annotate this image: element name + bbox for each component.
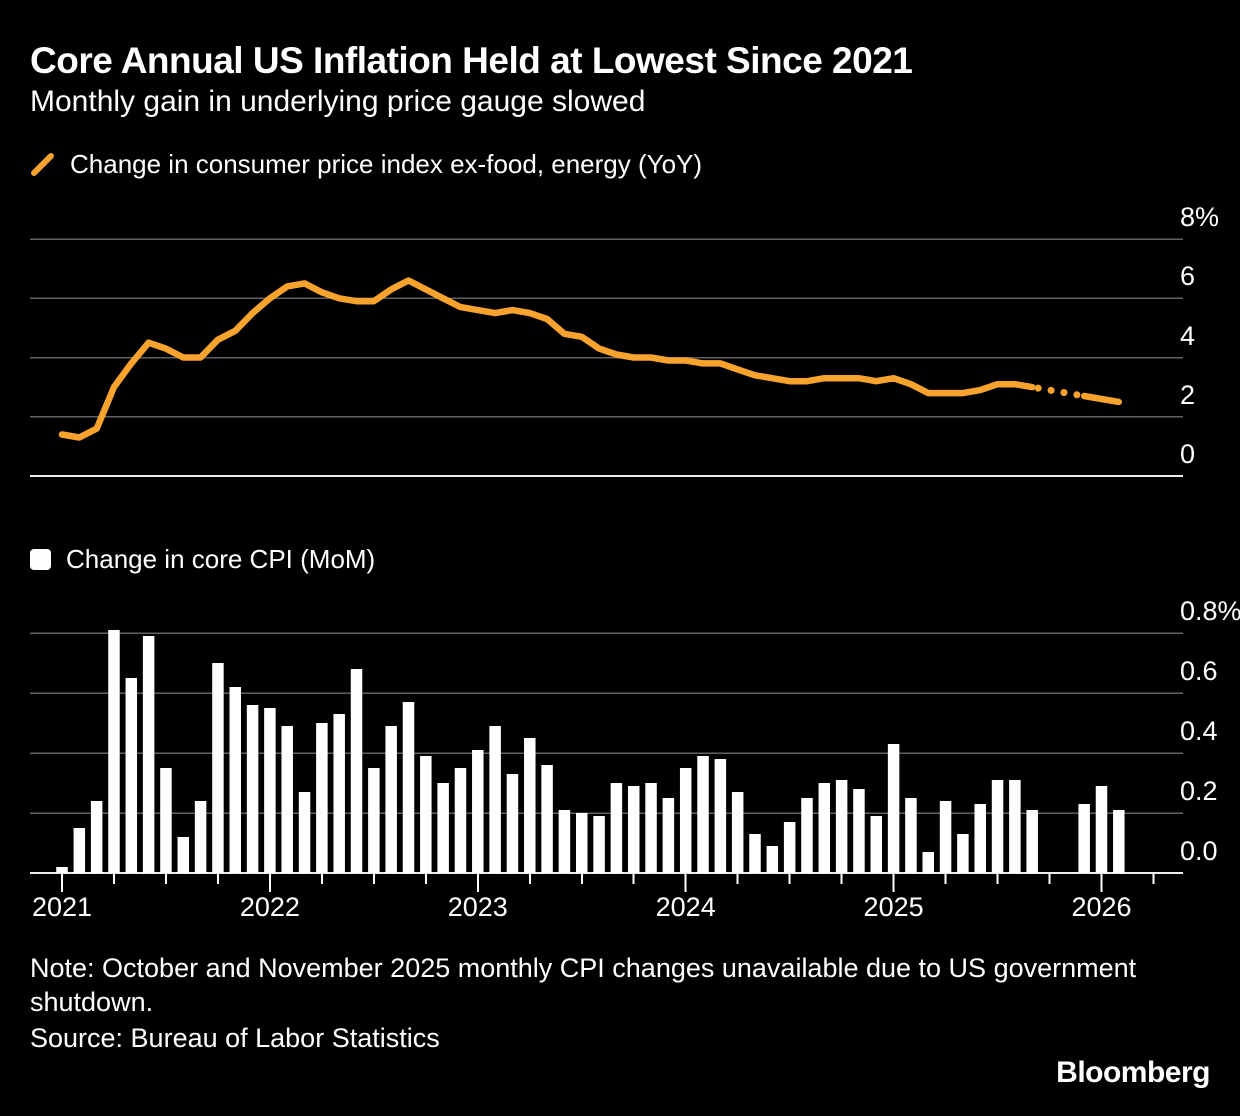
bar-mom [90,801,103,873]
y-tick-label: 6 [1180,261,1196,292]
bar-mom [246,705,259,873]
bar-mom [1078,804,1090,873]
y-tick-label: 4 [1180,320,1196,351]
bar-mom [801,798,813,873]
year-label: 2026 [1071,892,1132,922]
bar-mom [593,816,605,873]
bar-mom [281,726,293,873]
bar-mom [333,714,345,873]
bar-mom [298,792,311,873]
year-label: 2023 [447,892,508,922]
bar-mom [939,801,952,873]
bar-mom [679,768,692,873]
bar-mom [731,792,744,873]
bar-mom [749,834,761,873]
yoy-line [58,277,1036,441]
bar-mom [576,813,588,873]
bar-mom [783,822,796,873]
y-tick-label: 0.6 [1180,656,1218,686]
bar-mom [316,723,328,873]
bar-mom [1113,810,1125,873]
bar-mom [472,750,484,873]
bar-mom [610,783,623,873]
bloomberg-logo: Bloomberg [1056,1056,1210,1089]
year-label: 2022 [239,892,300,922]
bar-mom [108,630,120,873]
bar-mom [887,744,900,873]
y-tick-label: 8% [1180,202,1220,232]
bar-mom [957,834,969,873]
bar-mom [870,816,883,873]
orange-slash-icon [31,153,54,176]
bar-mom [212,663,224,873]
bar-mom [125,678,138,873]
year-label: 2024 [655,892,716,922]
bar-mom [194,801,207,873]
bar-mom [714,759,727,873]
footnote: Note: October and November 2025 monthly … [30,953,1137,1017]
bar-mom [835,780,848,873]
bar-mom [645,783,657,873]
year-label: 2021 [31,892,93,922]
bar-mom [524,738,536,873]
year-label: 2025 [863,892,924,922]
legend-mom-label: Change in core CPI (MoM) [66,544,376,574]
bar-mom [264,708,276,873]
white-square-icon [30,549,51,570]
bar-mom [1009,780,1021,873]
legend-mom-bars: Change in core CPI (MoM) [30,544,375,575]
bar-mom [368,768,380,873]
y-tick-label: 2 [1180,379,1196,410]
bar-mom [420,756,432,873]
page-subtitle: Monthly gain in underlying price gauge s… [30,85,646,118]
bar-mom [160,768,172,873]
bar-mom [766,846,779,873]
bar-mom [558,810,571,873]
bar-mom [437,783,449,873]
bar-mom [402,702,415,873]
bar-mom [1026,810,1038,873]
y-tick-label: 0 [1180,439,1196,469]
y-tick-label: 0.8% [1180,596,1240,626]
bar-mom [922,852,934,873]
bar-mom [853,789,865,873]
y-tick-label: 0.0 [1180,836,1218,866]
bar-mom [350,669,363,873]
bar-mom [73,828,86,873]
yoy-line-end [1080,392,1123,406]
bar-mom [991,780,1004,873]
bar-mom [454,768,467,873]
bar-mom [974,804,986,873]
bar-mom [662,798,675,873]
bar-mom [229,687,241,873]
bar-mom [506,774,519,873]
bar-mom [142,636,155,873]
bar-mom [697,756,709,873]
yoy-line-dotted-gap [1028,383,1088,400]
bar-mom [177,837,190,873]
bar-mom [905,798,917,873]
y-tick-label: 0.4 [1180,716,1218,746]
bar-mom [385,726,397,873]
legend-yoy-label: Change in consumer price index ex-food, … [70,149,703,179]
bar-mom [56,867,68,873]
page-title: Core Annual US Inflation Held at Lowest … [30,40,913,81]
bar-mom [818,783,831,873]
y-tick-label: 0.2 [1180,776,1218,806]
bar-mom [541,765,553,873]
bar-mom [1095,786,1108,873]
bar-mom [627,786,640,873]
source-line: Source: Bureau of Labor Statistics [30,1023,440,1053]
legend-yoy-line: Change in consumer price index ex-food, … [30,149,702,180]
bar-mom [489,726,501,873]
